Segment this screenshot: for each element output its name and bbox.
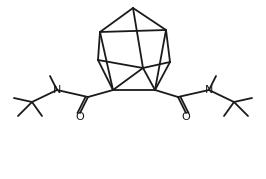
Text: N: N (53, 85, 61, 95)
Text: N: N (205, 85, 213, 95)
Text: O: O (76, 112, 84, 122)
Text: O: O (182, 112, 190, 122)
